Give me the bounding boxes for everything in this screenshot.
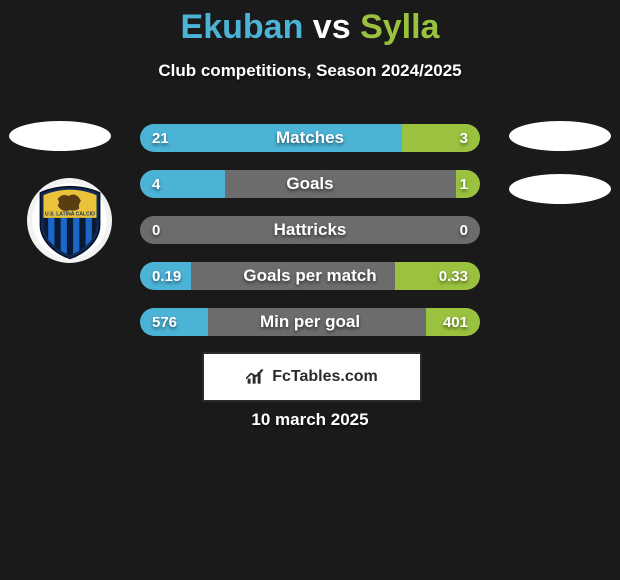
stat-label: Hattricks <box>140 216 480 244</box>
chart-icon <box>246 368 266 386</box>
title-left: Ekuban <box>181 8 304 46</box>
club-crest: U.S. LATINA CALCIO <box>27 178 112 263</box>
stat-fill-right <box>456 170 480 198</box>
fctables-text: FcTables.com <box>272 368 378 386</box>
crest-text: U.S. LATINA CALCIO <box>45 211 95 217</box>
stat-fill-left <box>140 262 191 290</box>
stat-row: Hattricks0 0 <box>140 216 480 244</box>
ball-icon-right-2 <box>509 174 611 204</box>
fctables-badge: FcTables.com <box>202 352 422 402</box>
stat-row: Min per goal576401 <box>140 308 480 336</box>
stat-fill-left <box>140 170 225 198</box>
subtitle: Club competitions, Season 2024/2025 <box>0 61 620 81</box>
stat-fill-right <box>426 308 480 336</box>
title-right: Sylla <box>360 8 439 46</box>
date-line: 10 march 2025 <box>0 410 620 430</box>
stat-fill-left <box>140 308 208 336</box>
ball-icon-right-1 <box>509 121 611 151</box>
stat-row: Goals per match0.190.33 <box>140 262 480 290</box>
ball-icon-left <box>9 121 111 151</box>
page-title: Ekuban vs Sylla <box>0 0 620 47</box>
stat-fill-right <box>395 262 480 290</box>
stat-value-left: 0 <box>152 216 160 244</box>
stats-bars: Matches213 Goals41 Hattricks0 0 Goals per ma… <box>140 124 480 354</box>
stat-value-right: 0 <box>460 216 468 244</box>
stat-fill-left <box>140 124 402 152</box>
title-vs: vs <box>313 8 351 46</box>
stat-row: Matches213 <box>140 124 480 152</box>
stat-row: Goals41 <box>140 170 480 198</box>
stat-fill-right <box>402 124 480 152</box>
